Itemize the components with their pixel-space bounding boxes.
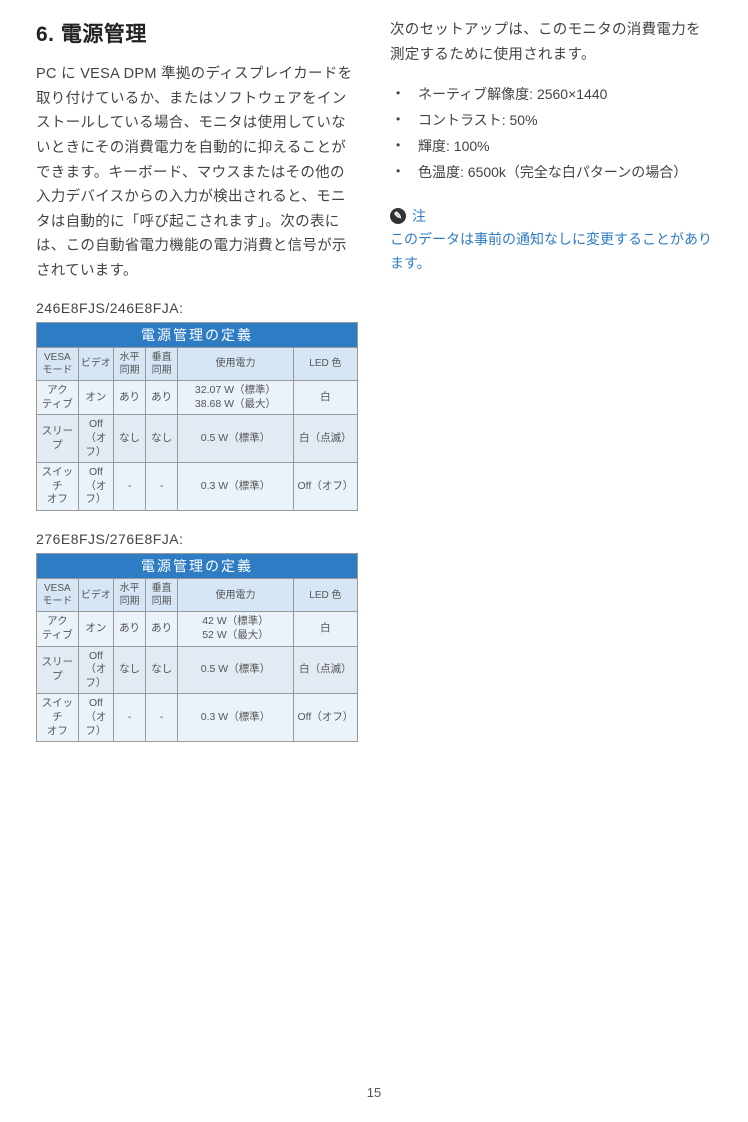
- setup-bullet-list: ネーティブ解像度: 2560×1440 コントラスト: 50% 輝度: 100%…: [390, 83, 712, 184]
- cell: Off（オフ）: [78, 694, 113, 742]
- table-header-row: VESAモード ビデオ 水平同期 垂直同期 使用電力 LED 色: [37, 579, 358, 612]
- page-number: 15: [0, 1085, 748, 1100]
- note-block: ✎ 注 このデータは事前の通知なしに変更することがあります。: [390, 206, 712, 276]
- cell: -: [146, 694, 178, 742]
- col-header: 使用電力: [178, 579, 294, 612]
- cell: Off（オフ）: [293, 463, 357, 511]
- cell: あり: [114, 612, 146, 646]
- table-title-1: 電源管理の定義: [37, 554, 358, 579]
- list-item: ネーティブ解像度: 2560×1440: [390, 83, 712, 107]
- table-row: アクティブ オン あり あり 32.07 W（標準）38.68 W（最大） 白: [37, 380, 358, 414]
- col-header: VESAモード: [37, 347, 79, 380]
- cell: あり: [146, 380, 178, 414]
- cell: なし: [146, 646, 178, 694]
- col-header: VESAモード: [37, 579, 79, 612]
- cell: Off（オフ）: [78, 463, 113, 511]
- cell: アクティブ: [37, 380, 79, 414]
- cell: オン: [78, 380, 113, 414]
- cell: スリープ: [37, 415, 79, 463]
- table-row: スリープ Off（オフ） なし なし 0.5 W（標準） 白（点滅）: [37, 415, 358, 463]
- cell: 42 W（標準）52 W（最大）: [178, 612, 294, 646]
- cell: あり: [114, 380, 146, 414]
- note-label: 注: [412, 206, 426, 226]
- cell: 白: [293, 612, 357, 646]
- col-header: 水平同期: [114, 347, 146, 380]
- model-label-0: 246E8FJS/246E8FJA:: [36, 300, 358, 316]
- col-header: ビデオ: [78, 579, 113, 612]
- cell: 32.07 W（標準）38.68 W（最大）: [178, 380, 294, 414]
- cell: 白: [293, 380, 357, 414]
- table-header-row: VESAモード ビデオ 水平同期 垂直同期 使用電力 LED 色: [37, 347, 358, 380]
- cell: 0.3 W（標準）: [178, 463, 294, 511]
- pm-table-0: 246E8FJS/246E8FJA: 電源管理の定義 VESAモード ビデオ 水…: [36, 300, 358, 511]
- cell: -: [114, 694, 146, 742]
- list-item: 輝度: 100%: [390, 135, 712, 159]
- right-intro: 次のセットアップは、このモニタの消費電力を測定するために使用されます。: [390, 18, 712, 67]
- cell: あり: [146, 612, 178, 646]
- col-header: ビデオ: [78, 347, 113, 380]
- cell: 0.5 W（標準）: [178, 646, 294, 694]
- section-title: 6. 電源管理: [36, 18, 358, 48]
- cell: -: [146, 463, 178, 511]
- col-header: 使用電力: [178, 347, 294, 380]
- cell: アクティブ: [37, 612, 79, 646]
- cell: Off（オフ）: [78, 415, 113, 463]
- model-label-1: 276E8FJS/276E8FJA:: [36, 531, 358, 547]
- intro-paragraph: PC に VESA DPM 準拠のディスプレイカードを取り付けているか、またはソ…: [36, 62, 358, 284]
- note-icon: ✎: [390, 208, 406, 224]
- table-title-0: 電源管理の定義: [37, 322, 358, 347]
- cell: オン: [78, 612, 113, 646]
- cell: Off（オフ）: [293, 694, 357, 742]
- cell: 0.5 W（標準）: [178, 415, 294, 463]
- table-row: スイッチオフ Off（オフ） - - 0.3 W（標準） Off（オフ）: [37, 463, 358, 511]
- cell: 白（点滅）: [293, 415, 357, 463]
- cell: なし: [114, 415, 146, 463]
- table-row: スイッチオフ Off（オフ） - - 0.3 W（標準） Off（オフ）: [37, 694, 358, 742]
- cell: なし: [146, 415, 178, 463]
- cell: スイッチオフ: [37, 463, 79, 511]
- col-header: 垂直同期: [146, 347, 178, 380]
- col-header: 水平同期: [114, 579, 146, 612]
- power-table-1: 電源管理の定義 VESAモード ビデオ 水平同期 垂直同期 使用電力 LED 色…: [36, 553, 358, 742]
- cell: -: [114, 463, 146, 511]
- col-header: LED 色: [293, 579, 357, 612]
- cell: スリープ: [37, 646, 79, 694]
- cell: スイッチオフ: [37, 694, 79, 742]
- cell: 白（点滅）: [293, 646, 357, 694]
- cell: Off（オフ）: [78, 646, 113, 694]
- list-item: 色温度: 6500k（完全な白パターンの場合）: [390, 161, 712, 185]
- list-item: コントラスト: 50%: [390, 109, 712, 133]
- cell: なし: [114, 646, 146, 694]
- col-header: 垂直同期: [146, 579, 178, 612]
- power-table-0: 電源管理の定義 VESAモード ビデオ 水平同期 垂直同期 使用電力 LED 色…: [36, 322, 358, 511]
- pm-table-1: 276E8FJS/276E8FJA: 電源管理の定義 VESAモード ビデオ 水…: [36, 531, 358, 742]
- note-text: このデータは事前の通知なしに変更することがあります。: [390, 228, 712, 276]
- cell: 0.3 W（標準）: [178, 694, 294, 742]
- col-header: LED 色: [293, 347, 357, 380]
- table-row: アクティブ オン あり あり 42 W（標準）52 W（最大） 白: [37, 612, 358, 646]
- table-row: スリープ Off（オフ） なし なし 0.5 W（標準） 白（点滅）: [37, 646, 358, 694]
